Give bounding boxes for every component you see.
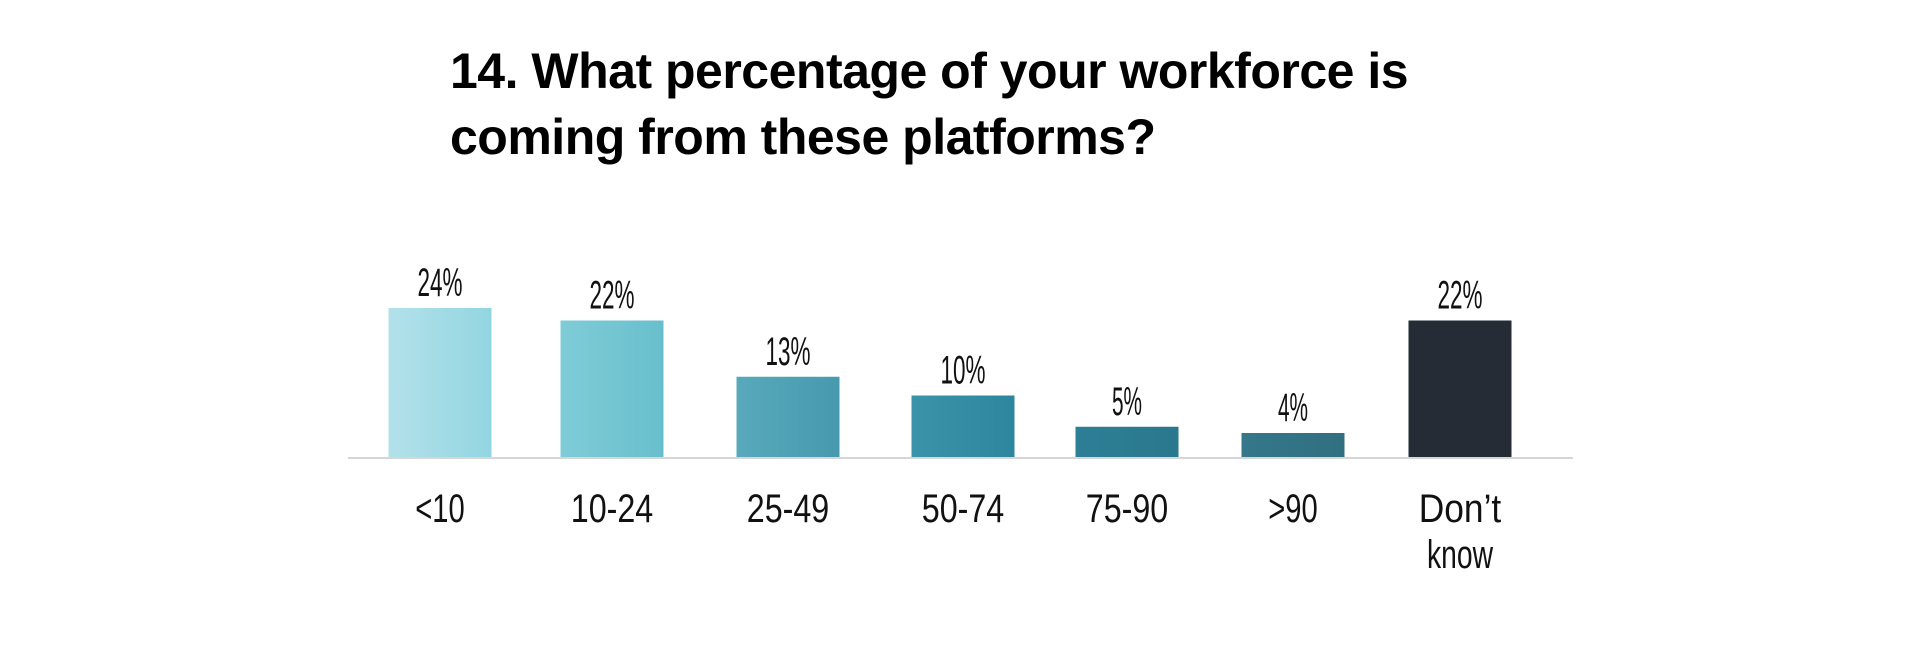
bar-4	[1075, 426, 1179, 458]
category-label-5: >90	[1268, 487, 1318, 531]
category-label-0: <10	[415, 487, 465, 531]
category-label-2: 25-49	[747, 487, 830, 531]
value-label-0: 24%	[418, 261, 463, 305]
chart-title: 14. What percentage of your workforce is…	[450, 38, 1550, 170]
value-label-3: 10%	[941, 349, 986, 393]
value-label-5: 4%	[1278, 386, 1308, 430]
category-label-6: Don’t know	[1419, 487, 1502, 577]
value-label-1: 22%	[590, 274, 635, 318]
bars-group	[388, 308, 1512, 458]
category-labels-group: <10 10-24 25-49 50-74 75-90 >90 Don’t know	[415, 487, 1501, 577]
chart-title-line-1: 14. What percentage of your workforce is	[450, 43, 1409, 99]
chart-title-line-2: coming from these platforms?	[450, 109, 1156, 165]
value-label-4: 5%	[1112, 380, 1142, 424]
value-labels-group: 24% 22% 13% 10% 5% 4% 22%	[418, 261, 1483, 430]
value-label-6: 22%	[1438, 274, 1483, 318]
category-label-4: 75-90	[1086, 487, 1169, 531]
bar-3	[911, 395, 1015, 458]
category-label-1: 10-24	[571, 487, 654, 531]
bar-0	[388, 308, 492, 458]
bar-2	[736, 376, 840, 458]
bar-6	[1408, 320, 1512, 458]
value-label-2: 13%	[766, 330, 811, 374]
bar-5	[1241, 433, 1345, 458]
bar-1	[560, 320, 664, 458]
category-label-3: 50-74	[922, 487, 1005, 531]
